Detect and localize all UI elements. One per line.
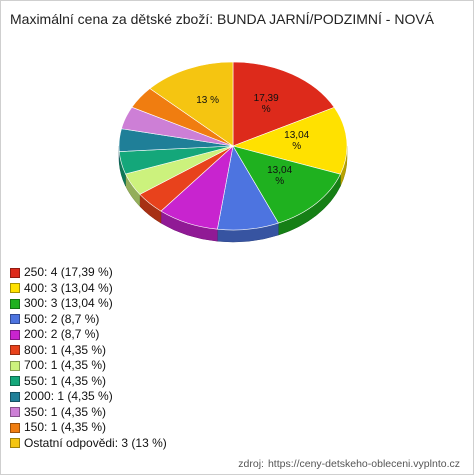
chart-legend: 250: 4 (17,39 %) 400: 3 (13,04 %) 300: 3 (… bbox=[10, 265, 167, 451]
pie-slice-label: 13 % bbox=[196, 95, 219, 106]
pie-slice-label: 13,04% bbox=[267, 165, 292, 187]
source-prefix: zdroj: bbox=[238, 458, 264, 470]
legend-item: 800: 1 (4,35 %) bbox=[10, 343, 167, 359]
legend-label: Ostatní odpovědi: 3 (13 %) bbox=[24, 435, 167, 450]
legend-swatch bbox=[10, 314, 20, 325]
legend-item: 150: 1 (4,35 %) bbox=[10, 420, 167, 436]
pie-slice-label: 13,04% bbox=[284, 130, 309, 152]
chart-title: Maximální cena za dětské zboží: BUNDA JA… bbox=[10, 11, 435, 27]
legend-item: 500: 2 (8,7 %) bbox=[10, 312, 167, 328]
legend-swatch bbox=[10, 298, 20, 309]
legend-item: 350: 1 (4,35 %) bbox=[10, 405, 167, 421]
pie-chart: 17,39 %13,04 %13,04 %13 % bbox=[118, 61, 348, 243]
legend-swatch bbox=[10, 267, 20, 278]
legend-swatch bbox=[10, 391, 20, 402]
source-note: zdroj: https://ceny-detskeho-obleceni.vyp… bbox=[238, 458, 464, 470]
legend-item: 400: 3 (13,04 %) bbox=[10, 281, 167, 297]
legend-swatch bbox=[10, 438, 20, 449]
legend-swatch bbox=[10, 283, 20, 294]
legend-label: 150: 1 (4,35 %) bbox=[24, 420, 107, 434]
source-link[interactable]: https://ceny-detskeho-obleceni.vyplnto.c… bbox=[267, 458, 460, 470]
legend-label: 400: 3 (13,04 %) bbox=[24, 280, 113, 295]
legend-label: 300: 3 (13,04 %) bbox=[24, 296, 113, 310]
pie-slice-label: 17,39% bbox=[254, 93, 279, 115]
legend-item: Ostatní odpovědi: 3 (13 %) bbox=[10, 436, 167, 452]
legend-label: 350: 1 (4,35 %) bbox=[24, 404, 107, 419]
legend-item: 250: 4 (17,39 %) bbox=[10, 265, 167, 281]
legend-label: 550: 1 (4,35 %) bbox=[24, 373, 107, 388]
legend-label: 800: 1 (4,35 %) bbox=[24, 342, 107, 357]
legend-swatch bbox=[10, 360, 20, 371]
legend-swatch bbox=[10, 422, 20, 433]
legend-item: 200: 2 (8,7 %) bbox=[10, 327, 167, 343]
legend-item: 300: 3 (13,04 %) bbox=[10, 296, 167, 312]
legend-swatch bbox=[10, 376, 20, 387]
pie-slice bbox=[232, 145, 341, 224]
legend-label: 250: 4 (17,39 %) bbox=[24, 265, 113, 279]
legend-label: 200: 2 (8,7 %) bbox=[24, 327, 100, 341]
legend-label: 500: 2 (8,7 %) bbox=[24, 311, 100, 326]
legend-item: 2000: 1 (4,35 %) bbox=[10, 389, 167, 405]
legend-swatch bbox=[10, 407, 20, 418]
legend-item: 700: 1 (4,35 %) bbox=[10, 358, 167, 374]
pie-slice bbox=[149, 61, 234, 147]
legend-label: 2000: 1 (4,35 %) bbox=[24, 389, 113, 403]
legend-item: 550: 1 (4,35 %) bbox=[10, 374, 167, 390]
legend-swatch bbox=[10, 329, 20, 340]
legend-label: 700: 1 (4,35 %) bbox=[24, 358, 107, 372]
pie-slice bbox=[232, 61, 335, 147]
pie-slice bbox=[232, 107, 348, 175]
legend-swatch bbox=[10, 345, 20, 356]
